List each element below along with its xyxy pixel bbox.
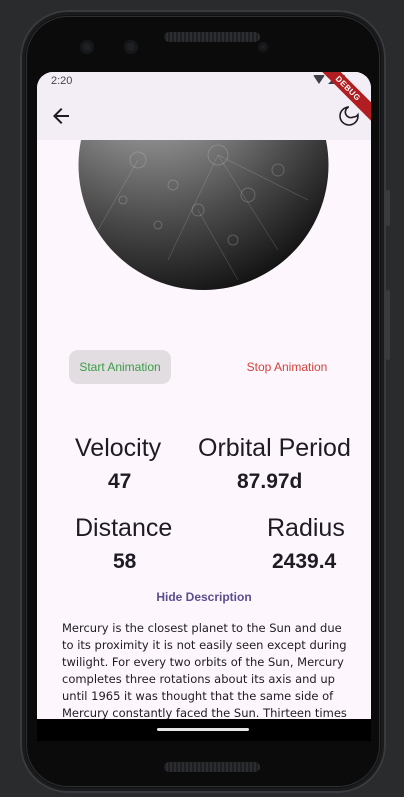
- app-bar: [37, 92, 371, 140]
- wifi-icon: [313, 75, 325, 84]
- dark-mode-icon: [339, 106, 359, 126]
- bottom-speaker: [164, 762, 260, 772]
- distance-value: 58: [113, 550, 137, 573]
- back-button[interactable]: [49, 104, 73, 128]
- arrow-back-icon: [53, 108, 69, 124]
- orbital-period-label: Orbital Period: [198, 434, 351, 462]
- app-screen: 2:20 DEBUG: [37, 72, 371, 740]
- top-speaker: [164, 32, 260, 42]
- mercury-planet-image: [78, 140, 329, 358]
- orbital-period-value: 87.97d: [237, 470, 303, 493]
- status-bar: 2:20: [37, 72, 371, 92]
- volume-button[interactable]: [386, 290, 390, 360]
- front-sensor: [80, 40, 94, 54]
- status-time: 2:20: [51, 75, 73, 87]
- start-animation-button[interactable]: Start Animation: [69, 350, 171, 384]
- planet-description: Mercury is the closest planet to the Sun…: [62, 621, 347, 737]
- power-button[interactable]: [386, 190, 390, 226]
- system-navigation-bar: [37, 719, 371, 741]
- stop-animation-button[interactable]: Stop Animation: [246, 360, 328, 374]
- velocity-value: 47: [108, 470, 132, 493]
- front-camera: [124, 40, 138, 54]
- theme-toggle-button[interactable]: [337, 104, 361, 128]
- hide-description-button[interactable]: Hide Description: [156, 590, 252, 604]
- home-gesture-handle[interactable]: [157, 728, 249, 731]
- planet-graphic: [78, 140, 329, 290]
- radius-label: Radius: [267, 514, 345, 542]
- velocity-label: Velocity: [75, 434, 162, 462]
- proximity-sensor: [258, 42, 268, 52]
- radius-value: 2439.4: [272, 550, 337, 573]
- distance-label: Distance: [75, 514, 173, 542]
